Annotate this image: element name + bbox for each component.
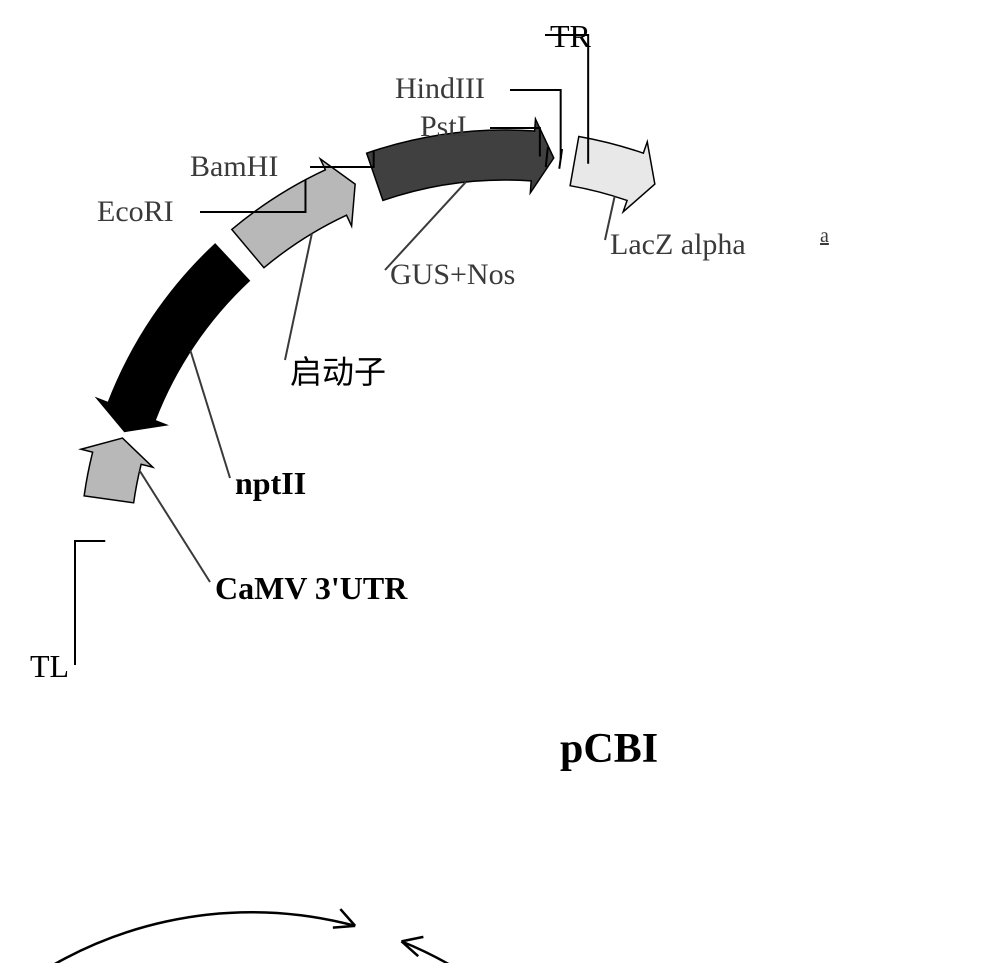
feature-label: TR (550, 18, 591, 55)
feature-label: GUS+Nos (390, 258, 515, 292)
feature-label: HindIII (395, 72, 485, 106)
feature-label: nptII (235, 465, 306, 502)
feature-label: BamHI (190, 150, 278, 184)
anchor-mark: a (820, 225, 829, 248)
feature-label: pCBI (560, 725, 658, 773)
feature-label: TL (30, 648, 69, 685)
feature-label: PstI (420, 110, 467, 144)
feature-label: 启动子 (290, 347, 386, 393)
plasmid-diagram: TR HindIII PstI LacZ alpha BamHI GUS+Nos EcoRI… (0, 0, 1000, 963)
feature-label: LacZ alpha (610, 228, 746, 262)
feature-label: CaMV 3'UTR (215, 570, 407, 607)
plasmid-svg (0, 0, 1000, 963)
feature-label: EcoRI (97, 195, 174, 229)
